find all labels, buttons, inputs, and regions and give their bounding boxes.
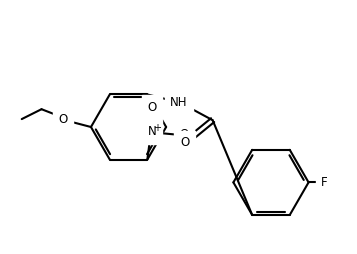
- Text: O: O: [180, 136, 190, 149]
- Text: O: O: [59, 113, 68, 125]
- Text: F: F: [321, 176, 328, 189]
- Text: N: N: [148, 125, 157, 138]
- Text: +: +: [153, 123, 161, 133]
- Text: NH: NH: [170, 96, 188, 109]
- Text: -: -: [190, 126, 194, 136]
- Text: O: O: [179, 128, 188, 141]
- Text: O: O: [148, 101, 157, 114]
